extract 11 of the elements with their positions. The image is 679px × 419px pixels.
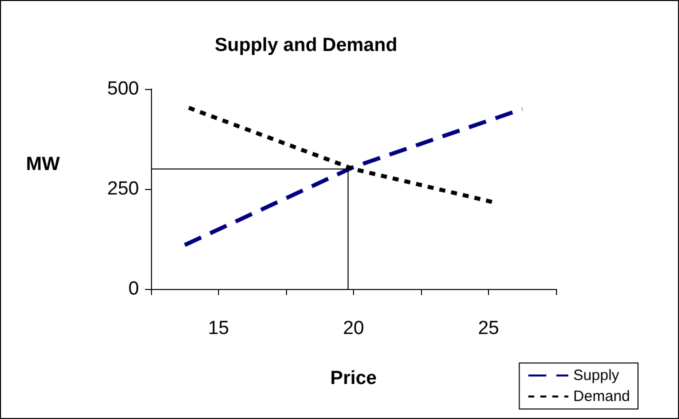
y-tick-label: 0 [128,278,139,300]
chart-title: Supply and Demand [214,35,398,56]
x-tick-label: 25 [478,318,500,339]
x-tick-label: 20 [342,318,364,339]
x-axis-title: Price [330,368,377,389]
legend-label: Demand [573,388,630,405]
legend-label: Supply [573,367,620,384]
x-tick-label: 15 [208,318,230,339]
y-tick-label: 500 [107,78,139,100]
y-axis-title: MW [26,154,60,175]
y-tick-label: 250 [107,178,139,200]
